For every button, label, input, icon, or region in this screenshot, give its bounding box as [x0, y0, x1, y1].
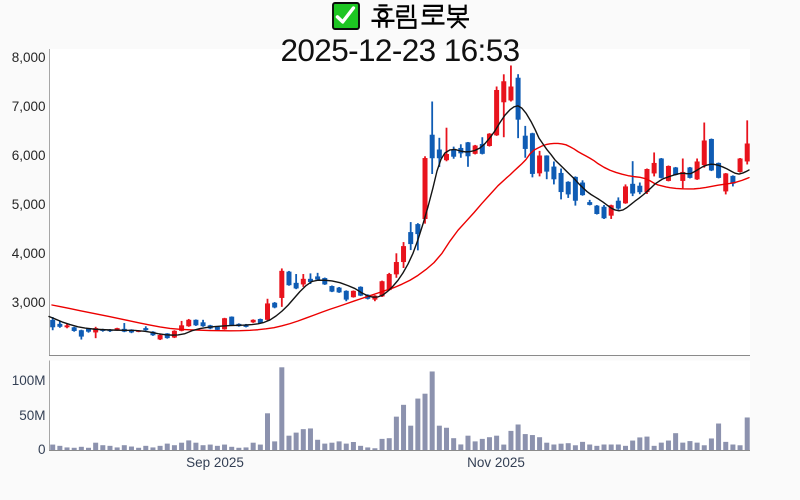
svg-text:5,000: 5,000: [12, 197, 46, 212]
svg-text:3,000: 3,000: [12, 295, 46, 310]
svg-text:7,000: 7,000: [12, 99, 46, 114]
svg-text:4,000: 4,000: [12, 246, 46, 261]
svg-text:Nov 2025: Nov 2025: [467, 455, 525, 470]
svg-text:2025-12-23 16:53: 2025-12-23 16:53: [280, 32, 519, 68]
svg-text:0: 0: [38, 442, 46, 457]
svg-text:50M: 50M: [19, 408, 45, 423]
svg-text:6,000: 6,000: [12, 148, 46, 163]
svg-text:100M: 100M: [12, 373, 46, 388]
svg-text:8,000: 8,000: [12, 50, 46, 65]
svg-text:Sep 2025: Sep 2025: [186, 455, 244, 470]
